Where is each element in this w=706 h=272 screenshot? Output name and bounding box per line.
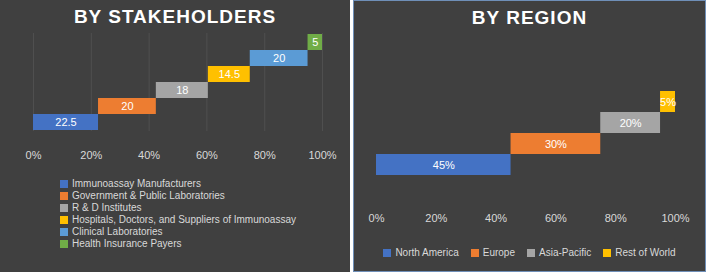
html-text:Immunoassay Manufacturers: Immunoassay Manufacturers [72, 178, 201, 189]
html-text:Europe: Europe [482, 247, 515, 258]
svg-text:0%: 0% [369, 212, 385, 224]
svg-text:60%: 60% [545, 212, 567, 224]
html-text:BY REGION: BY REGION [471, 7, 588, 28]
html-text:Government & Public Laboratori: Government & Public Laboratories [72, 190, 225, 201]
svg-text:80%: 80% [254, 149, 276, 161]
html-text:R & D Institutes: R & D Institutes [72, 202, 142, 213]
html-text:Hospitals, Doctors, and Suppli: Hospitals, Doctors, and Suppliers of Imm… [72, 214, 296, 225]
svg-text:40%: 40% [485, 212, 507, 224]
svg-text:5%: 5% [660, 96, 676, 108]
svg-text:20%: 20% [80, 149, 102, 161]
svg-text:100%: 100% [308, 149, 336, 161]
svg-text:20: 20 [121, 100, 133, 112]
svg-text:20%: 20% [425, 212, 447, 224]
svg-text:80%: 80% [605, 212, 627, 224]
svg-text:20: 20 [273, 52, 285, 64]
svg-text:100%: 100% [661, 212, 689, 224]
svg-text:14.5: 14.5 [219, 68, 240, 80]
svg-text:5: 5 [312, 36, 318, 48]
svg-text:45%: 45% [433, 159, 455, 171]
html-text:Rest of World: Rest of World [615, 247, 676, 258]
svg-text:18: 18 [176, 84, 188, 96]
html-text:Health Insurance Payers: Health Insurance Payers [72, 238, 182, 249]
svg-text:60%: 60% [196, 149, 218, 161]
html-text:Clinical Laboratories: Clinical Laboratories [72, 226, 163, 237]
svg-text:0%: 0% [26, 149, 42, 161]
html-text:Asia-Pacific: Asia-Pacific [539, 247, 592, 258]
svg-text:20%: 20% [620, 117, 642, 129]
html-text:BY STAKEHOLDERS: BY STAKEHOLDERS [73, 6, 277, 27]
html-text:North America: North America [395, 247, 459, 258]
svg-text:30%: 30% [545, 138, 567, 150]
svg-text:22.5: 22.5 [55, 116, 76, 128]
svg-text:40%: 40% [138, 149, 160, 161]
